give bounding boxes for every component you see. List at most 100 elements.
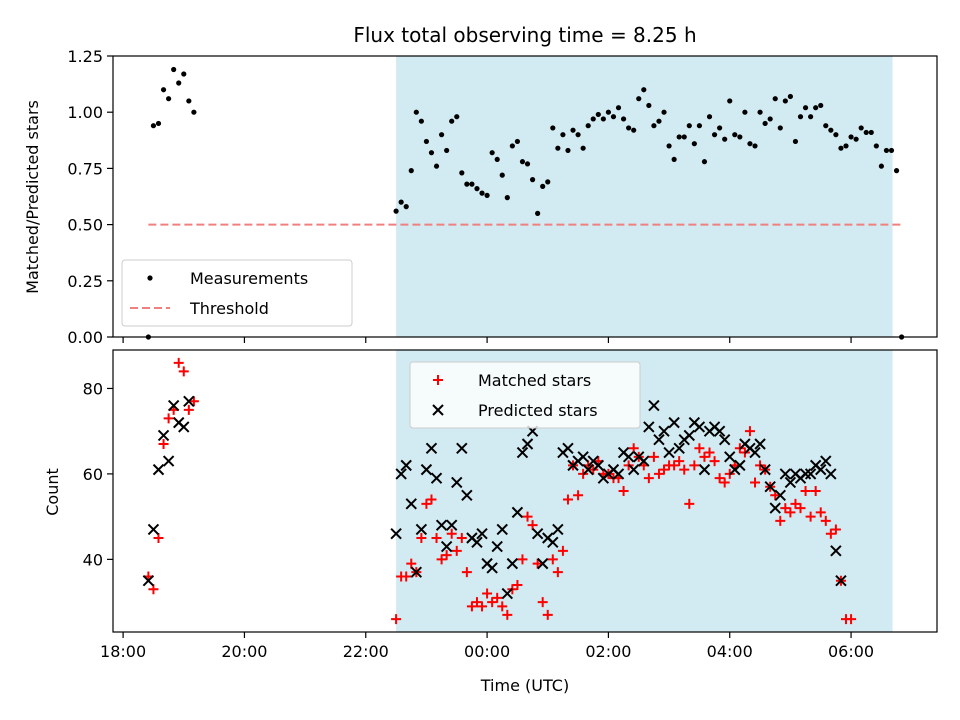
predicted-star-point	[592, 459, 605, 472]
predicted-star-point	[496, 523, 508, 536]
measurement-point	[166, 96, 172, 102]
bottom-series-layer	[142, 357, 857, 625]
matched-star-point	[158, 439, 169, 449]
measurement-point	[671, 156, 677, 163]
measurement-point	[514, 138, 521, 145]
matched-star-point	[653, 468, 664, 479]
matched-star-point	[461, 567, 472, 578]
measurement-point	[777, 125, 783, 131]
predicted-star-point	[673, 442, 685, 454]
matched-star-point	[810, 486, 821, 496]
measurement-point	[828, 127, 834, 133]
x-tick-label: 02:00	[585, 642, 631, 661]
predicted-star-point	[501, 587, 514, 600]
measurement-point	[444, 147, 450, 154]
measurement-point	[454, 114, 460, 120]
matched-star-point	[446, 528, 457, 539]
predicted-star-point	[152, 463, 165, 476]
matched-star-point	[552, 567, 563, 578]
shaded-span-rect	[396, 56, 893, 337]
measurement-point	[499, 172, 505, 178]
predicted-star-point	[395, 468, 407, 480]
predicted-star-point	[461, 489, 473, 501]
measurement-point	[787, 93, 793, 100]
measurement-point	[868, 129, 874, 136]
measurement-point	[762, 120, 768, 127]
measurement-point	[747, 141, 753, 147]
predicted-star-point	[668, 416, 680, 429]
measurement-point	[893, 168, 900, 174]
predicted-star-point	[516, 446, 529, 459]
predicted-star-point	[183, 395, 195, 407]
measurement-point	[620, 116, 627, 122]
measurement-point	[555, 145, 561, 151]
matched-star-point	[699, 451, 710, 462]
matched-star-point	[471, 597, 482, 608]
x-tick-label: 22:00	[343, 642, 389, 661]
measurement-point	[863, 129, 869, 136]
y-tick-label: 60	[83, 465, 103, 484]
measurement-point	[565, 147, 571, 154]
measurement-point	[883, 147, 890, 154]
measurement-point	[398, 199, 404, 205]
matched-star-point	[537, 597, 548, 608]
measurement-point	[641, 87, 647, 93]
y-tick-label: 0.50	[67, 216, 103, 235]
measurement-point	[853, 136, 859, 142]
predicted-star-point	[653, 434, 665, 446]
measurement-point	[504, 195, 510, 201]
predicted-star-point	[430, 472, 443, 484]
matched-star-point	[750, 477, 761, 488]
measurement-point	[661, 109, 667, 115]
measurement-point	[797, 114, 804, 120]
predicted-star-point	[471, 536, 483, 548]
matched-star-point	[674, 456, 685, 467]
predicted-star-point	[804, 468, 817, 480]
measurement-point	[605, 109, 612, 115]
predicted-star-point	[415, 523, 428, 536]
top-legend: Measurements Threshold	[121, 259, 353, 327]
matched-star-point	[659, 464, 670, 475]
measurement-point	[873, 143, 879, 149]
matched-star-point	[431, 533, 442, 543]
matched-star-point	[492, 592, 503, 603]
measurement-point	[848, 134, 854, 140]
predicted-star-point	[627, 463, 640, 476]
predicted-star-point	[734, 459, 746, 472]
measurement-point	[686, 123, 692, 129]
x-tick-label: 18:00	[100, 642, 146, 661]
matched-star-point	[173, 357, 184, 368]
measurement-point	[550, 125, 556, 131]
measurement-point	[529, 177, 536, 183]
axes-frame	[112, 349, 938, 633]
predicted-star-point	[764, 481, 776, 493]
predicted-star-point	[435, 519, 448, 531]
measurement-point	[818, 102, 824, 109]
matched-star-point	[441, 550, 452, 561]
measurement-point	[408, 168, 414, 174]
measurement-point	[464, 181, 470, 187]
x-tick-label: 20:00	[221, 642, 267, 661]
measurement-point	[160, 87, 167, 93]
matched-star-point	[846, 614, 857, 625]
measurement-point	[737, 134, 743, 140]
predicted-star-point	[562, 442, 574, 454]
matched-star-point	[562, 494, 573, 505]
matched-star-point	[416, 533, 427, 543]
matched-star-point	[502, 609, 513, 620]
legend-label: Threshold	[189, 299, 269, 318]
matched-star-point	[648, 451, 659, 462]
predicted-star-point	[531, 528, 544, 540]
matched-star-point	[573, 490, 584, 501]
matched-star-point	[790, 498, 801, 509]
measurement-point	[413, 109, 419, 115]
legend-measurement-swatch	[147, 275, 153, 281]
legend-label: Matched stars	[478, 371, 591, 390]
matched-star-point	[163, 413, 174, 424]
measurement-point	[757, 109, 763, 115]
predicted-star-point	[476, 528, 488, 540]
measurement-point	[656, 118, 662, 124]
legend-box	[121, 259, 353, 327]
matched-star-point	[815, 507, 826, 518]
